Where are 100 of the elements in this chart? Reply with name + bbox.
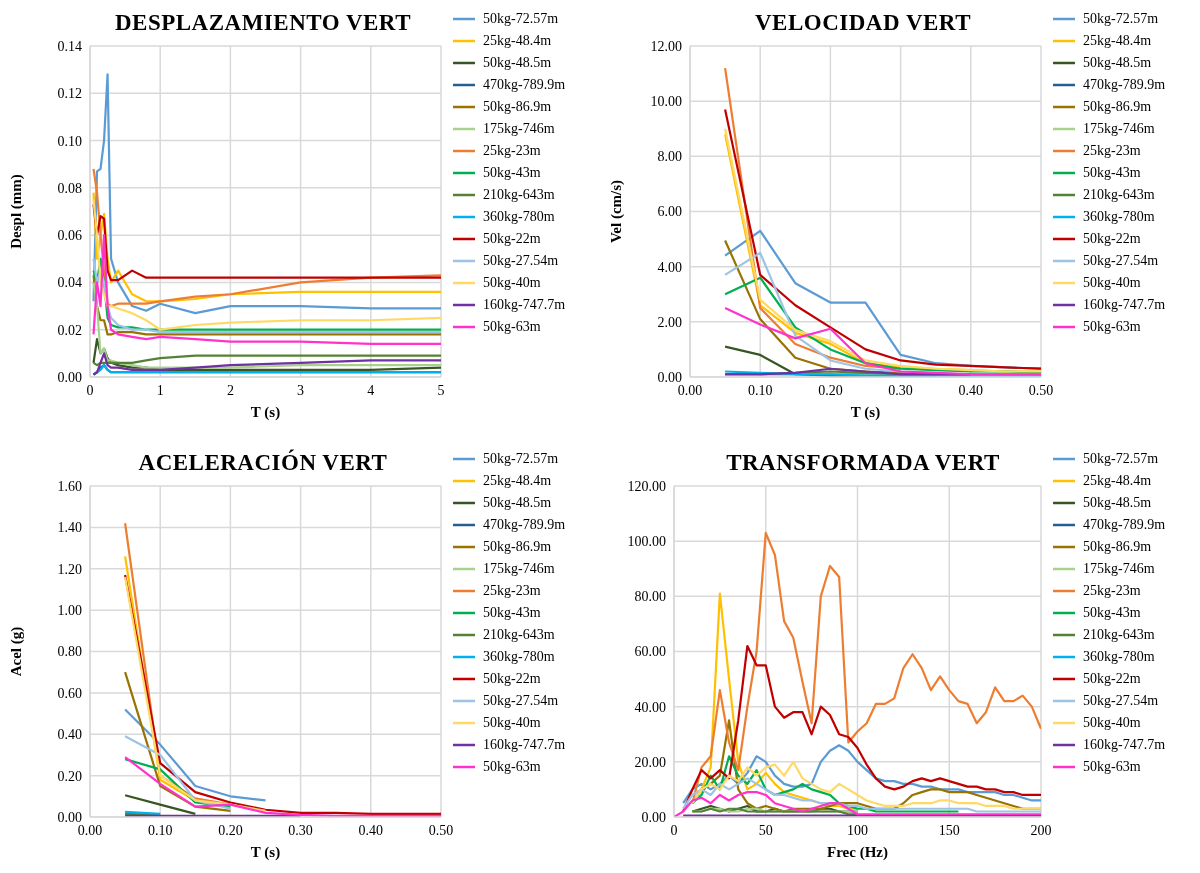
x-tick-label: 0.00 — [677, 382, 703, 398]
x-tick-label: 0.20 — [218, 822, 243, 838]
legend-label: 50kg-48.5m — [483, 55, 552, 71]
legend-label: 50kg-86.9m — [483, 99, 552, 115]
x-tick-label: 0.30 — [288, 822, 313, 838]
legend-label: 160kg-747.7m — [1083, 297, 1166, 313]
y-tick-label: 6.00 — [657, 204, 682, 220]
legend-label: 210kg-643m — [1083, 627, 1155, 643]
x-tick-label: 50 — [758, 822, 773, 838]
legend-label: 50kg-86.9m — [1083, 539, 1152, 555]
chart-title: VELOCIDAD VERT — [754, 10, 972, 36]
legend-label: 50kg-40m — [1083, 715, 1141, 731]
legend-label: 175kg-746m — [483, 121, 555, 137]
y-tick-label: 100.00 — [627, 534, 666, 550]
legend-label: 50kg-72.57m — [1083, 451, 1159, 467]
legend-label: 470kg-789.9m — [1083, 517, 1166, 533]
legend-label: 175kg-746m — [1083, 121, 1155, 137]
y-axis-title: Vel (cm/s) — [608, 179, 626, 244]
x-tick-label: 0 — [86, 382, 94, 398]
legend-label: 50kg-22m — [1083, 231, 1141, 247]
x-tick-label: 2 — [226, 382, 234, 398]
legend-label: 50kg-27.54m — [1083, 693, 1159, 709]
y-tick-label: 0.06 — [57, 228, 82, 244]
legend-label: 360kg-780m — [483, 649, 555, 665]
y-tick-label: 0.40 — [57, 727, 82, 743]
legend-label: 360kg-780m — [1083, 209, 1155, 225]
y-tick-label: 1.60 — [57, 478, 82, 494]
legend-label: 50kg-72.57m — [1083, 11, 1159, 27]
x-tick-label: 0.10 — [747, 382, 773, 398]
legend-label: 210kg-643m — [483, 187, 555, 203]
x-tick-label: 0.30 — [888, 382, 913, 398]
legend-label: 50kg-22m — [1083, 671, 1141, 687]
y-tick-label: 0.14 — [57, 38, 82, 54]
legend-label: 25kg-23m — [483, 583, 541, 599]
legend-label: 175kg-746m — [483, 561, 555, 577]
y-tick-label: 0.00 — [57, 809, 82, 825]
legend-label: 25kg-48.4m — [483, 473, 552, 489]
legend-label: 50kg-22m — [483, 231, 541, 247]
y-tick-label: 20.00 — [634, 754, 666, 770]
legend-label: 470kg-789.9m — [483, 77, 566, 93]
x-tick-label: 0.20 — [818, 382, 843, 398]
x-tick-label: 0.40 — [958, 382, 984, 398]
legend-label: 50kg-63m — [1083, 759, 1141, 775]
chart-title: DESPLAZAMIENTO VERT — [113, 10, 412, 36]
legend-label: 25kg-48.4m — [1083, 473, 1152, 489]
y-tick-label: 80.00 — [634, 589, 666, 605]
legend-label: 25kg-48.4m — [483, 33, 552, 49]
y-tick-label: 2.00 — [657, 314, 682, 330]
y-tick-label: 10.00 — [650, 94, 682, 110]
x-tick-label: 0.40 — [358, 822, 384, 838]
legend-label: 470kg-789.9m — [1083, 77, 1166, 93]
legend-label: 25kg-48.4m — [1083, 33, 1152, 49]
legend-label: 50kg-63m — [483, 759, 541, 775]
x-tick-label: 4 — [367, 382, 375, 398]
x-axis-title: Frec (Hz) — [827, 844, 888, 861]
legend-label: 25kg-23m — [1083, 583, 1141, 599]
y-tick-label: 12.00 — [650, 38, 682, 54]
y-axis-title: Despl (mm) — [8, 174, 26, 249]
legend-label: 25kg-23m — [483, 143, 541, 159]
x-axis-title: T (s) — [850, 404, 881, 421]
legend-label: 50kg-63m — [1083, 319, 1141, 335]
y-tick-label: 8.00 — [657, 149, 682, 165]
y-tick-label: 0.04 — [57, 275, 82, 291]
legend-label: 360kg-780m — [483, 209, 555, 225]
legend-label: 50kg-48.5m — [1083, 55, 1152, 71]
y-tick-label: 40.00 — [634, 699, 666, 715]
x-tick-label: 100 — [847, 822, 868, 838]
legend-label: 50kg-48.5m — [483, 495, 552, 511]
y-tick-label: 0.00 — [657, 369, 682, 385]
x-tick-label: 0.50 — [1028, 382, 1054, 398]
y-tick-label: 60.00 — [634, 644, 666, 660]
x-tick-label: 150 — [938, 822, 960, 838]
chart-title: TRANSFORMADA VERT — [725, 450, 1001, 476]
legend-label: 175kg-746m — [1083, 561, 1155, 577]
x-tick-label: 0.10 — [147, 822, 173, 838]
x-tick-label: 1 — [156, 382, 164, 398]
legend-label: 210kg-643m — [483, 627, 555, 643]
x-tick-label: 0.50 — [428, 822, 454, 838]
y-tick-label: 0.00 — [57, 369, 82, 385]
y-tick-label: 4.00 — [657, 259, 682, 275]
x-tick-label: 0.00 — [77, 822, 103, 838]
x-tick-label: 3 — [297, 382, 305, 398]
x-tick-label: 5 — [437, 382, 445, 398]
x-axis-title: T (s) — [250, 404, 281, 421]
x-axis-title: T (s) — [250, 844, 281, 861]
y-tick-label: 0.00 — [641, 809, 666, 825]
legend-label: 50kg-63m — [483, 319, 541, 335]
legend-label: 50kg-72.57m — [483, 11, 559, 27]
legend-label: 50kg-43m — [483, 165, 541, 181]
legend-label: 50kg-43m — [1083, 605, 1141, 621]
y-tick-label: 0.12 — [57, 86, 82, 102]
legend-label: 50kg-43m — [1083, 165, 1141, 181]
legend-label: 160kg-747.7m — [483, 737, 566, 753]
y-tick-label: 1.00 — [57, 603, 82, 619]
chart-title: ACELERACIÓN VERT — [137, 450, 389, 476]
legend-label: 160kg-747.7m — [1083, 737, 1166, 753]
legend-label: 50kg-22m — [483, 671, 541, 687]
y-axis-title: Acel (g) — [8, 626, 26, 677]
y-tick-label: 0.02 — [57, 322, 82, 338]
legend-label: 50kg-40m — [483, 715, 541, 731]
